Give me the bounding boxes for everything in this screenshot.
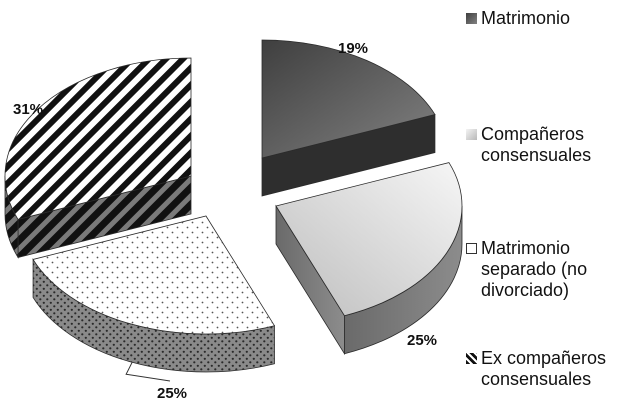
pie-slice-companeros-consensuales (275, 162, 463, 317)
legend-swatch-ex-companeros-consensuales (466, 353, 477, 364)
legend-label: Matrimonio (481, 8, 571, 28)
pie-slice-ex-companeros-consensuales (4, 57, 192, 220)
legend-label: Ex compañeros consensuales (481, 348, 607, 389)
legend-item-matrimonio: Matrimonio (466, 8, 570, 29)
data-label-ex-companeros-consensuales: 31% (13, 101, 43, 118)
legend-label: Compañeros consensuales (481, 124, 592, 165)
leader-line (125, 362, 171, 382)
data-label-matrimonio-separado-no-divorciado: 25% (157, 385, 187, 402)
legend: Matrimonio Compañeros consensuales Matri… (466, 0, 639, 407)
legend-item-companeros-consensuales: Compañeros consensuales (466, 124, 591, 166)
legend-swatch-companeros-consensuales (466, 129, 477, 140)
pie-slice-matrimonio (261, 39, 436, 159)
legend-item-ex-companeros-consensuales: Ex compañeros consensuales (466, 348, 606, 390)
pie-slice-matrimonio-separado-no-divorciado (32, 215, 276, 335)
legend-swatch-matrimonio-separado (466, 243, 477, 254)
data-label-matrimonio: 19% (338, 40, 368, 57)
legend-swatch-matrimonio (466, 13, 477, 24)
legend-item-matrimonio-separado: Matrimonio separado (no divorciado) (466, 238, 587, 301)
data-label-companeros-consensuales: 25% (407, 332, 437, 349)
legend-label: Matrimonio separado (no divorciado) (481, 238, 588, 300)
